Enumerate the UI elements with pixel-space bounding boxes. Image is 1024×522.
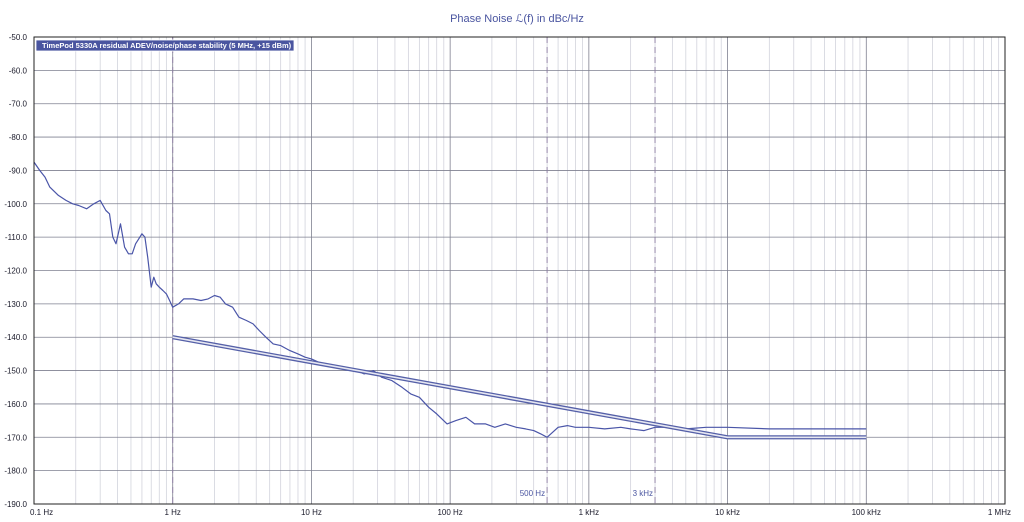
x-tick-label: 0.1 Hz xyxy=(30,508,53,517)
x-tick-label: 100 kHz xyxy=(852,508,881,517)
y-tick-label: -170.0 xyxy=(4,433,27,442)
major-grid xyxy=(33,36,1006,505)
marker-label: 500 Hz xyxy=(520,489,545,498)
y-tick-label: -130.0 xyxy=(4,300,27,309)
y-tick-label: -160.0 xyxy=(4,400,27,409)
y-tick-label: -180.0 xyxy=(4,467,27,476)
marker-label: 3 kHz xyxy=(633,489,653,498)
x-tick-label: 1 MHz xyxy=(988,508,1011,517)
x-tick-label: 10 kHz xyxy=(715,508,740,517)
y-tick-label: -190.0 xyxy=(4,500,27,509)
y-tick-label: -120.0 xyxy=(4,267,27,276)
x-tick-label: 100 Hz xyxy=(437,508,462,517)
series-measured-phase-noise xyxy=(33,161,867,438)
marker-lines: 500 Hz 3 kHz xyxy=(172,37,656,504)
y-tick-label: -60.0 xyxy=(9,66,28,75)
x-axis-ticks: 0.1 Hz 1 Hz 10 Hz 100 Hz 1 kHz 10 kHz 100 kHz 1… xyxy=(30,508,1011,517)
y-tick-label: -150.0 xyxy=(4,367,27,376)
y-tick-label: -100.0 xyxy=(4,200,27,209)
y-axis-ticks: -50.0 -60.0 -70.0 -80.0 -90.0 -100.0 -110.0 -12… xyxy=(4,33,27,509)
legend-entry: TimePod 5330A residual ADEV/noise/phase … xyxy=(42,41,292,50)
legend-box xyxy=(35,39,295,52)
y-tick-label: -90.0 xyxy=(9,166,28,175)
series-spec-line-inner xyxy=(172,336,867,439)
y-tick-label: -110.0 xyxy=(5,233,28,242)
plot-frame xyxy=(33,36,1006,505)
chart-title: Phase Noise ℒ(f) in dBc/Hz xyxy=(450,13,584,25)
y-tick-label: -70.0 xyxy=(9,100,28,109)
series-group xyxy=(33,161,867,440)
y-tick-label: -80.0 xyxy=(9,133,28,142)
legend: TimePod 5330A residual ADEV/noise/phase … xyxy=(35,39,295,52)
x-tick-label: 1 Hz xyxy=(164,508,180,517)
y-tick-label: -50.0 xyxy=(9,33,28,42)
x-tick-label: 1 kHz xyxy=(579,508,599,517)
series-spec-line-outer xyxy=(172,335,867,440)
y-tick-label: -140.0 xyxy=(4,333,27,342)
x-tick-label: 10 Hz xyxy=(301,508,322,517)
